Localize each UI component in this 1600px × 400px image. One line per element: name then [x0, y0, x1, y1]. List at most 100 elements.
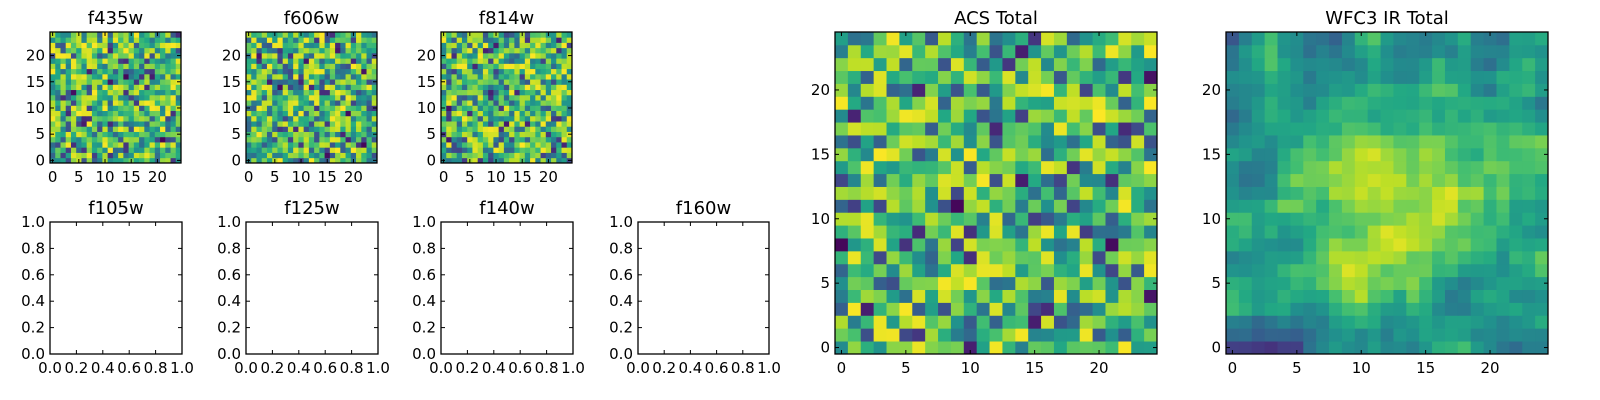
heatmap-cell	[1041, 276, 1055, 290]
heatmap-cell	[873, 96, 887, 110]
heatmap-cell	[1329, 70, 1343, 84]
heatmap-cell	[319, 32, 325, 38]
heatmap-cell	[86, 147, 93, 153]
heatmap-cell	[1131, 96, 1145, 110]
heatmap-cell	[1444, 199, 1459, 213]
heatmap-cell	[545, 142, 552, 148]
heatmap-cell	[509, 63, 515, 70]
heatmap-cell	[154, 100, 161, 106]
heatmap-cell	[488, 152, 494, 159]
heatmap-cell	[566, 100, 573, 106]
heatmap-cell	[1131, 263, 1145, 278]
heatmap-cell	[1118, 135, 1132, 149]
heatmap-cell	[1002, 70, 1016, 84]
heatmap-cell	[128, 121, 135, 127]
heatmap-cell	[1238, 160, 1253, 175]
heatmap-cell	[102, 37, 109, 43]
heatmap-cell	[1509, 302, 1523, 316]
heatmap-cell	[282, 115, 289, 122]
heatmap-cell	[86, 42, 93, 49]
heatmap-cell	[989, 109, 1003, 123]
heatmap-cell	[860, 173, 875, 187]
heatmap-cell	[535, 121, 541, 127]
heatmap-cell	[1131, 135, 1145, 149]
heatmap-cell	[530, 47, 536, 54]
heatmap-cell	[266, 32, 273, 38]
heatmap-cell	[1131, 212, 1145, 226]
y-tick-label: 20	[26, 47, 45, 65]
heatmap-cell	[55, 63, 61, 70]
heatmap-cell	[149, 136, 156, 143]
heatmap-cell	[149, 131, 156, 138]
heatmap-cell	[899, 328, 913, 342]
heatmap-cell	[540, 131, 547, 138]
heatmap-cell	[1118, 173, 1132, 187]
heatmap-cell	[293, 110, 299, 117]
heatmap-cell	[556, 37, 562, 43]
heatmap-cell	[524, 73, 531, 80]
x-tick-label: 15	[122, 168, 141, 186]
x-tick-label: 5	[465, 168, 475, 186]
heatmap-cell	[1041, 70, 1055, 84]
heatmap-cell	[1329, 212, 1343, 226]
heatmap-cell	[873, 83, 887, 97]
heatmap-cell	[1406, 250, 1420, 265]
heatmap-cell	[149, 100, 156, 106]
heatmap-cell	[566, 37, 573, 43]
heatmap-cell	[266, 47, 273, 54]
heatmap-cell	[472, 42, 479, 49]
heatmap-cell	[493, 105, 500, 111]
heatmap-cell	[154, 115, 161, 122]
heatmap-cell	[1028, 109, 1042, 123]
heatmap-cell	[251, 100, 257, 106]
heatmap-cell	[340, 147, 346, 153]
heatmap-cell	[319, 63, 325, 70]
heatmap-cell	[319, 126, 325, 132]
heatmap-cell	[1303, 225, 1317, 239]
heatmap-cell	[1131, 160, 1145, 175]
heatmap-cell	[1264, 44, 1278, 59]
heatmap-cell	[139, 58, 145, 64]
heatmap-cell	[1496, 32, 1510, 46]
heatmap-cell	[261, 79, 268, 85]
heatmap-cell	[308, 121, 315, 127]
y-tick-label: 10	[417, 99, 436, 117]
heatmap-cell	[493, 68, 500, 75]
heatmap-cell	[277, 100, 284, 106]
heatmap-cell	[456, 89, 463, 96]
heatmap-cell	[139, 37, 145, 43]
heatmap-cell	[350, 136, 357, 143]
heatmap-cell	[456, 32, 463, 38]
heatmap-cell	[488, 79, 494, 85]
heatmap-cell	[1393, 315, 1407, 329]
heatmap-cell	[76, 89, 82, 96]
heatmap-cell	[293, 121, 299, 127]
heatmap-cell	[356, 152, 362, 159]
heatmap-cell	[165, 100, 171, 106]
heatmap-cell	[1226, 135, 1240, 149]
heatmap-cell	[456, 84, 463, 91]
heatmap-cell	[282, 52, 289, 59]
heatmap-cell	[938, 263, 952, 278]
heatmap-cell	[456, 94, 463, 101]
heatmap-cell	[989, 122, 1003, 136]
heatmap-cell	[165, 110, 171, 117]
heatmap-cell	[86, 110, 93, 117]
heatmap-cell	[963, 173, 978, 187]
heatmap-cell	[1303, 32, 1317, 46]
heatmap-cell	[535, 84, 541, 91]
heatmap-cell	[1053, 238, 1068, 252]
heatmap-cell	[873, 135, 887, 149]
heatmap-cell	[477, 42, 484, 49]
heatmap-cell	[1303, 199, 1317, 213]
heatmap-cell	[1144, 96, 1158, 110]
heatmap-cell	[566, 42, 573, 49]
heatmap-cell	[118, 142, 124, 148]
heatmap-cell	[298, 47, 305, 54]
heatmap-cell	[1226, 32, 1240, 46]
heatmap-cell	[456, 121, 463, 127]
heatmap-cell	[498, 32, 505, 38]
heatmap-cell	[835, 186, 849, 200]
heatmap-cell	[356, 42, 362, 49]
heatmap-cell	[1470, 160, 1484, 175]
